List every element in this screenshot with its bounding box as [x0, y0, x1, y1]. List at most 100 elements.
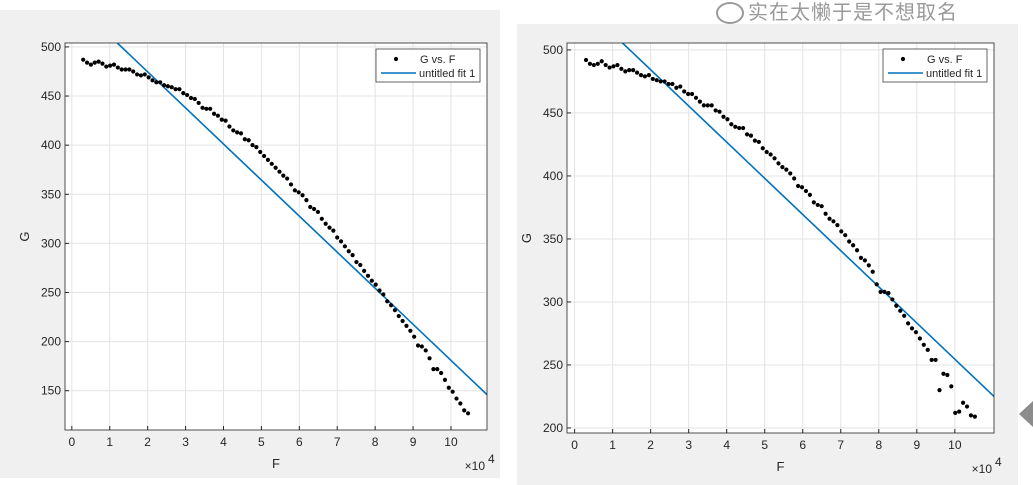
- data-point: [265, 157, 271, 162]
- data-point: [917, 336, 922, 341]
- y-axis-label: G: [519, 233, 534, 243]
- data-point: [729, 122, 734, 127]
- data-point: [697, 99, 703, 104]
- data-point: [666, 81, 671, 87]
- data-point: [465, 411, 471, 416]
- data-point: [327, 225, 332, 230]
- data-point: [154, 80, 159, 85]
- data-point: [886, 291, 891, 296]
- data-point: [725, 117, 730, 122]
- x-exponent: 4: [995, 455, 1002, 469]
- data-point: [638, 73, 644, 78]
- data-point: [603, 62, 608, 68]
- data-point: [854, 248, 860, 253]
- previous-arrow-icon[interactable]: [1019, 401, 1033, 427]
- data-point: [709, 103, 714, 108]
- data-point: [631, 67, 636, 73]
- data-point: [185, 92, 190, 98]
- data-point: [258, 149, 263, 155]
- data-point: [454, 396, 459, 401]
- data-point: [219, 117, 224, 122]
- legend-label-fit: untitled fit 1: [419, 68, 475, 80]
- data-point: [764, 149, 769, 155]
- legend-label-points: G vs. F: [927, 54, 963, 66]
- data-point: [392, 308, 398, 313]
- x-tick-label: 10: [948, 438, 962, 452]
- data-point: [670, 81, 675, 87]
- data-point: [894, 303, 899, 308]
- data-point: [898, 308, 903, 313]
- plot-area: [65, 43, 487, 430]
- x-tick-label: 5: [258, 435, 265, 449]
- legend-box: [375, 48, 481, 83]
- data-point: [874, 282, 879, 287]
- data-point: [346, 249, 351, 254]
- data-point: [196, 100, 201, 106]
- y-tick-label: 350: [543, 232, 563, 246]
- legend: G vs. F untitled fit 1: [375, 48, 481, 83]
- data-point: [623, 69, 628, 74]
- x-tick-label: 6: [296, 435, 303, 449]
- data-point: [261, 153, 267, 159]
- data-point: [941, 371, 946, 376]
- data-point: [281, 173, 286, 178]
- plot-marks: [583, 43, 994, 419]
- data-point: [150, 78, 155, 83]
- data-point: [788, 171, 793, 176]
- legend-marker-points: [900, 56, 906, 62]
- wechat-icon: [716, 2, 744, 24]
- plot-marks: [81, 43, 487, 416]
- data-point: [642, 74, 648, 79]
- data-point: [634, 70, 640, 75]
- data-point: [231, 128, 236, 133]
- data-point: [127, 67, 132, 72]
- data-point: [595, 61, 600, 66]
- data-point: [772, 156, 777, 161]
- data-point: [599, 59, 604, 64]
- x-tick-label: 1: [609, 438, 616, 452]
- data-point: [882, 289, 887, 294]
- data-point: [827, 216, 832, 221]
- data-point: [188, 95, 194, 101]
- data-point: [211, 111, 217, 116]
- data-point: [235, 130, 240, 135]
- data-point: [615, 62, 620, 68]
- data-point: [312, 206, 317, 212]
- data-point: [717, 109, 722, 114]
- data-point: [369, 278, 374, 283]
- axes-box: [64, 42, 488, 431]
- data-point: [169, 85, 174, 90]
- data-point: [111, 62, 117, 67]
- x-tick-label: 5: [761, 438, 768, 452]
- data-point: [650, 76, 655, 82]
- data-point: [415, 343, 421, 348]
- data-point: [404, 323, 409, 328]
- data-point: [929, 357, 934, 363]
- data-point: [131, 69, 136, 74]
- data-point: [964, 404, 970, 409]
- x-tick-label: 8: [372, 435, 379, 449]
- legend: G vs. F untitled fit 1: [882, 48, 988, 83]
- data-point: [851, 243, 856, 248]
- data-point: [902, 313, 907, 318]
- x-tick-label: 7: [837, 438, 844, 452]
- data-point: [134, 72, 140, 77]
- data-point: [905, 321, 911, 326]
- data-point: [835, 222, 840, 228]
- data-point: [308, 204, 313, 210]
- data-point: [304, 198, 309, 203]
- x-axis-label: F: [777, 459, 785, 474]
- data-point: [396, 313, 401, 319]
- data-point: [744, 132, 750, 137]
- x-tick-label: 4: [723, 438, 730, 452]
- data-point: [784, 167, 789, 172]
- data-point: [435, 367, 440, 372]
- data-point: [607, 65, 612, 70]
- data-point: [619, 66, 624, 71]
- data-point: [161, 83, 167, 88]
- data-point: [878, 289, 883, 294]
- data-point: [385, 299, 390, 304]
- data-point: [439, 370, 444, 376]
- data-point: [242, 137, 247, 142]
- data-point: [377, 288, 382, 293]
